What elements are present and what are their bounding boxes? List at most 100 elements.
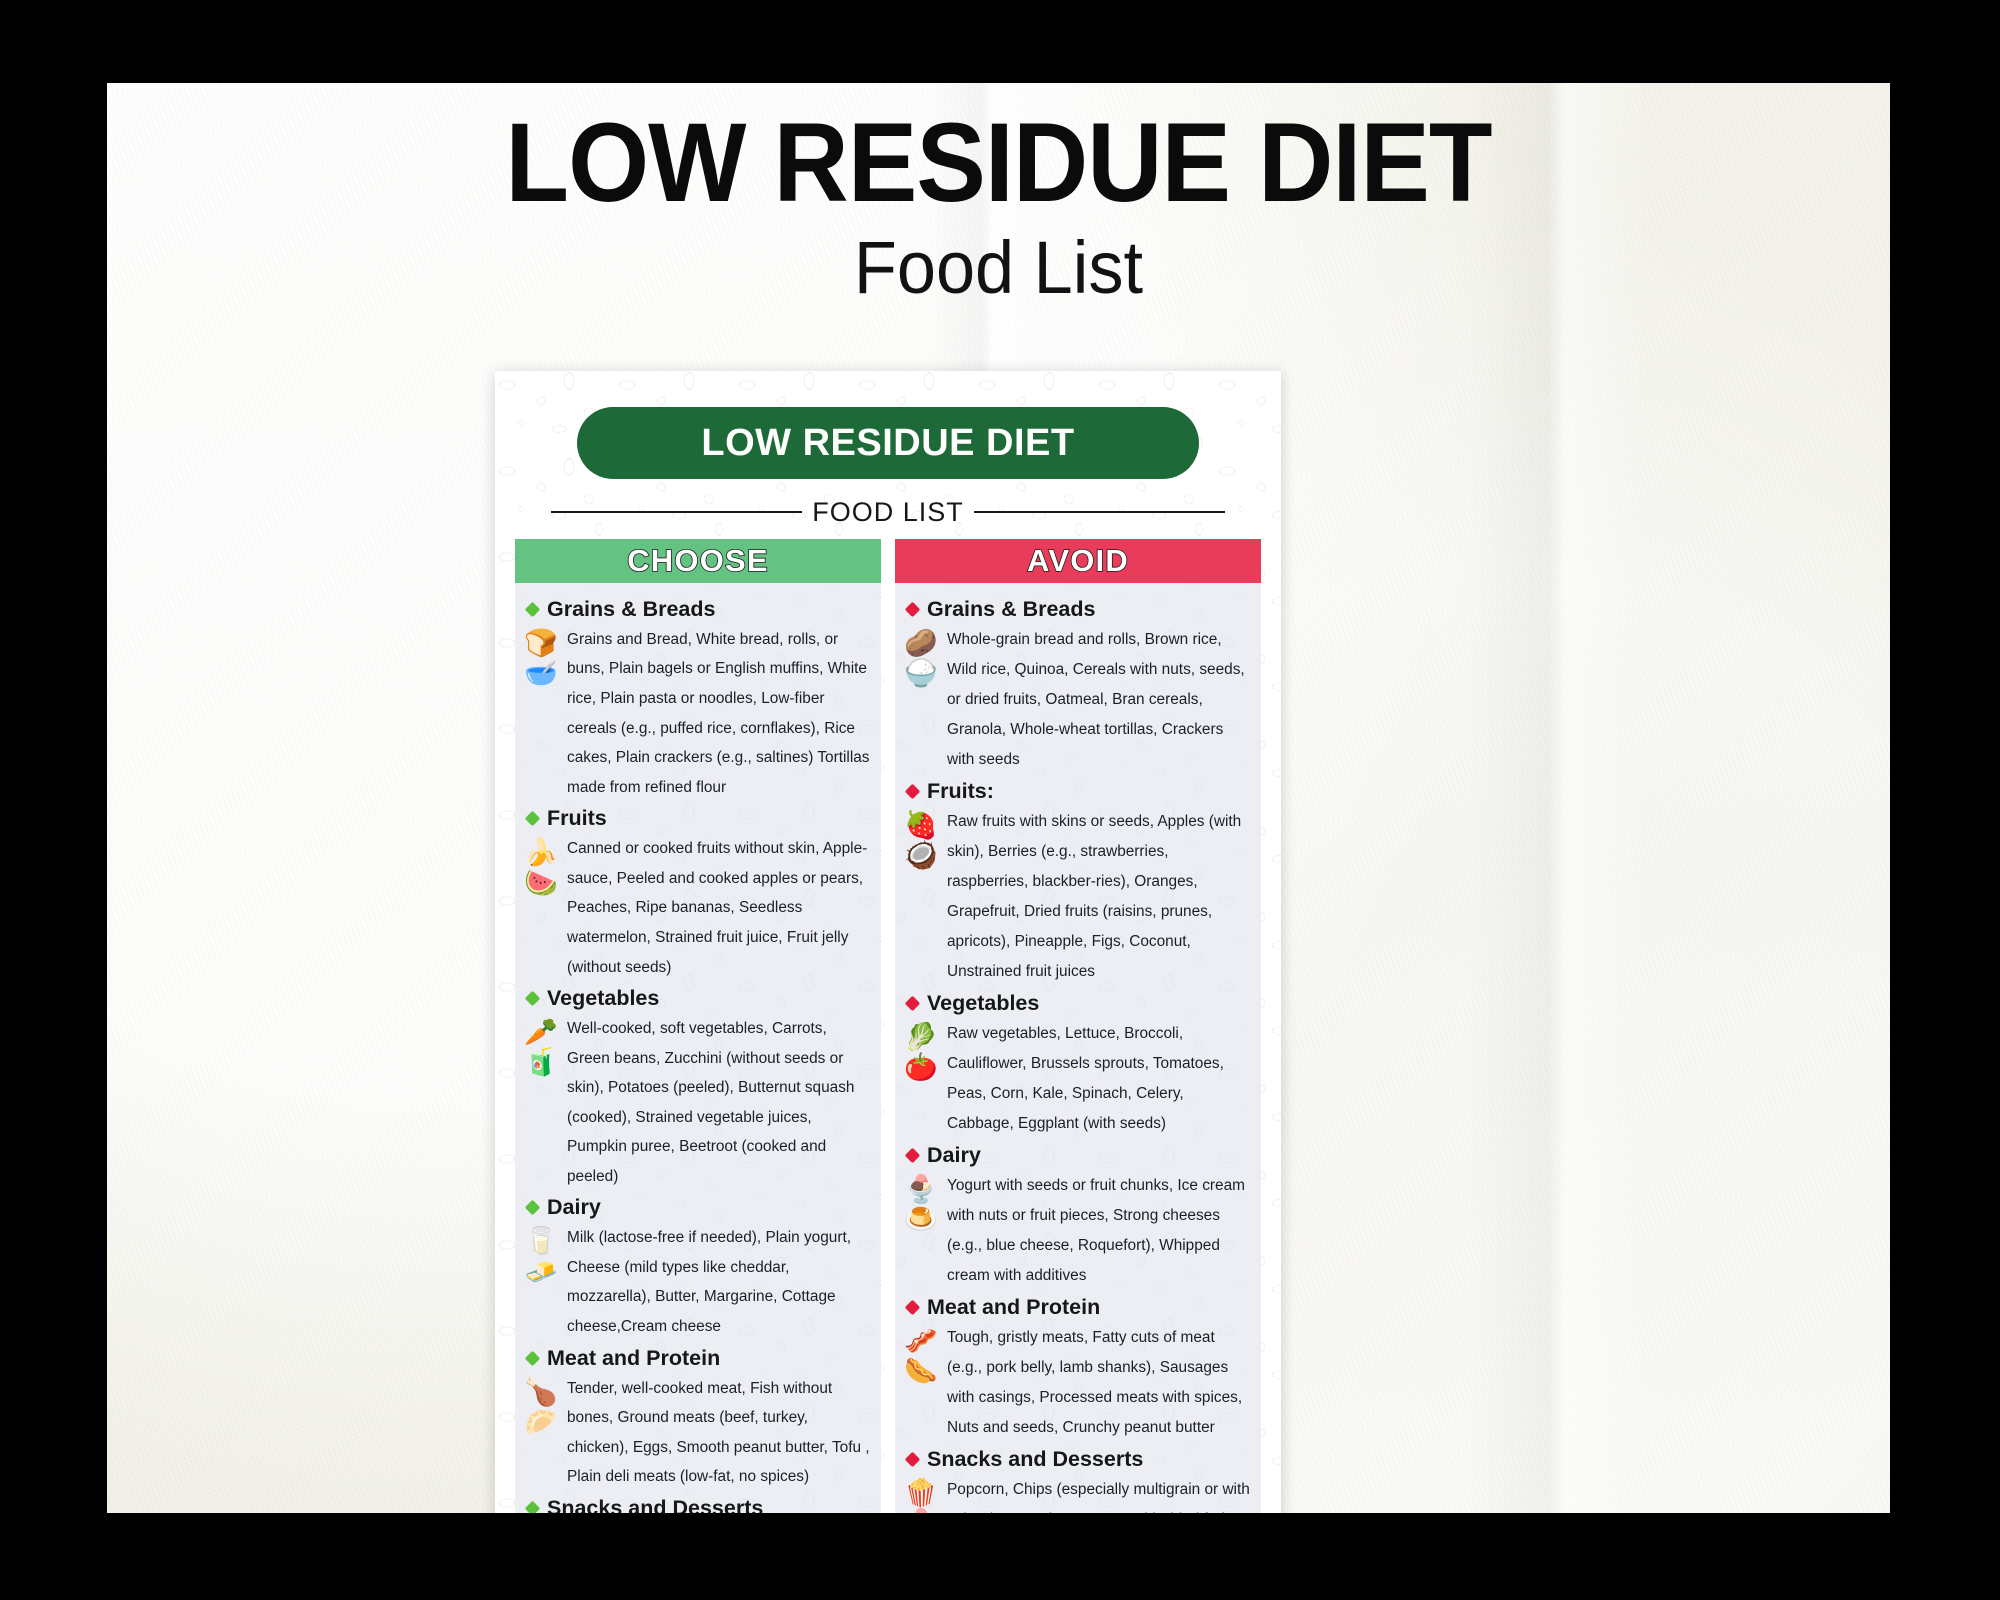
food-section-body: 🥬 🍅 Raw vegetables, Lettuce, Broccoli, Cau… xyxy=(901,1019,1251,1139)
food-emoji-icon: 🧃 xyxy=(524,1047,558,1078)
food-emoji-icon: 🍚 xyxy=(904,658,938,689)
food-emoji-icon: 🍉 xyxy=(524,867,558,898)
food-emoji-icon: 🍿 xyxy=(904,1477,938,1508)
column-header-avoid: AVOID xyxy=(895,539,1261,583)
food-icon-group: 🍞 🥣 xyxy=(521,625,561,688)
diamond-bullet-icon xyxy=(524,601,541,618)
food-list-divider: FOOD LIST xyxy=(551,496,1226,527)
divider-rule-left xyxy=(551,511,803,513)
food-section-text: Popcorn, Chips (especially multigrain or… xyxy=(947,1480,1250,1513)
food-icon-group: 🍿🍨 xyxy=(901,1475,941,1513)
food-emoji-icon: 🥛 xyxy=(524,1226,558,1257)
food-emoji-icon: 🍨 xyxy=(904,1173,938,1204)
diamond-bullet-icon xyxy=(524,1500,541,1513)
food-section-title: Vegetables xyxy=(524,985,871,1012)
food-section: Fruits 🍌 🍉 Canned or cooked fruits without … xyxy=(521,805,871,982)
poster-banner-label: LOW RESIDUE DIET xyxy=(701,421,1075,464)
diamond-bullet-icon xyxy=(904,1451,921,1468)
diamond-bullet-icon xyxy=(524,990,541,1007)
column-header-choose: CHOOSE xyxy=(515,539,881,583)
food-emoji-icon: 🍅 xyxy=(904,1052,938,1083)
food-emoji-icon: 🥟 xyxy=(524,1406,558,1437)
diamond-bullet-icon xyxy=(524,1200,541,1216)
food-section-body: 🥔 🍚 Whole-grain bread and rolls, Brown ric… xyxy=(901,625,1251,775)
food-emoji-icon: 🥥 xyxy=(904,840,938,871)
food-section-title: Fruits xyxy=(524,805,871,832)
food-emoji-icon: 🍗 xyxy=(524,1376,558,1407)
food-section-title-label: Snacks and Desserts xyxy=(927,1447,1144,1472)
food-section-body: 🍓 🥥 Raw fruits with skins or seeds, Apples… xyxy=(901,807,1251,987)
food-section-title-label: Meat and Protein xyxy=(927,1295,1101,1320)
food-section-title: Grains & Breads xyxy=(524,596,871,623)
food-emoji-icon: 🥕 xyxy=(524,1016,558,1047)
food-section-text: Grains and Bread, White bread, rolls, or… xyxy=(567,630,870,796)
food-section-body: 🍞 🥣 Grains and Bread, White bread, rolls, … xyxy=(521,625,871,802)
food-emoji-icon: 🧈 xyxy=(524,1256,558,1287)
food-section-text: Yogurt with seeds or fruit chunks, Ice c… xyxy=(947,1176,1245,1285)
food-section-title-label: Meat and Protein xyxy=(547,1345,721,1370)
divider-rule-right xyxy=(973,511,1226,513)
diamond-bullet-icon xyxy=(904,1147,921,1164)
diamond-bullet-icon xyxy=(904,783,921,800)
food-section: Grains & Breads 🥔 🍚 Whole-grain bread and r… xyxy=(901,596,1251,775)
food-section-text: Canned or cooked fruits without skin, Ap… xyxy=(567,840,868,976)
column-body-avoid: Grains & Breads 🥔 🍚 Whole-grain bread and r… xyxy=(895,583,1261,1513)
food-section: Snacks and Desserts 🍿🍨Popcorn, Chips (esp… xyxy=(901,1446,1251,1513)
paper-canvas: LOW RESIDUE DIET Food List LOW RESIDUE D… xyxy=(107,83,1890,1513)
food-emoji-icon: 🌭 xyxy=(904,1356,938,1387)
food-section: Dairy 🥛 🧈 Milk (lactose-free if needed), Pl… xyxy=(521,1194,871,1341)
food-emoji-icon: 🥣 xyxy=(524,658,558,689)
food-icon-group: 🍌 🍉 xyxy=(521,834,561,897)
food-section-title: Fruits: xyxy=(904,778,1251,805)
column-choose: CHOOSE Grains & Breads 🍞 🥣 Grains and Bread… xyxy=(515,539,881,1513)
food-section-title-label: Vegetables xyxy=(927,991,1040,1016)
food-icon-group: 🥛 🧈 xyxy=(521,1223,561,1286)
diamond-bullet-icon xyxy=(524,811,541,827)
food-section-title-label: Grains & Breads xyxy=(547,597,716,621)
food-section-title-label: Grains & Breads xyxy=(927,597,1096,621)
diamond-bullet-icon xyxy=(904,1299,921,1316)
food-icon-group: 🥕 🧃 xyxy=(521,1014,561,1077)
food-section-text: Tough, gristly meats, Fatty cuts of meat… xyxy=(947,1328,1243,1437)
food-columns: CHOOSE Grains & Breads 🍞 🥣 Grains and Bread… xyxy=(515,539,1261,1513)
food-section-body: 🥓 🌭 Tough, gristly meats, Fatty cuts of me… xyxy=(901,1323,1251,1443)
food-emoji-icon: 🥓 xyxy=(904,1325,938,1356)
food-section: Snacks and Desserts🍪🍰Plain cookies (with… xyxy=(521,1495,871,1513)
food-section-title: Dairy xyxy=(524,1194,871,1221)
food-section-title-label: Dairy xyxy=(927,1143,981,1168)
poster-banner: LOW RESIDUE DIET xyxy=(577,407,1199,479)
food-icon-group: 🥓 🌭 xyxy=(901,1323,941,1386)
page-subtitle: Food List xyxy=(853,226,1144,309)
food-section: Meat and Protein 🥓 🌭 Tough, gristly meats, … xyxy=(901,1294,1251,1443)
food-section-title-label: Fruits: xyxy=(927,779,994,804)
food-icon-group: 🥔 🍚 xyxy=(901,625,941,688)
food-section-body: 🥛 🧈 Milk (lactose-free if needed), Plain y… xyxy=(521,1223,871,1341)
food-section: Fruits: 🍓 🥥 Raw fruits with skins or seeds,… xyxy=(901,778,1251,987)
food-section-body: 🍨 🍮 Yogurt with seeds or fruit chunks, Ice… xyxy=(901,1171,1251,1291)
food-section: Meat and Protein 🍗 🥟 Tender, well-cooked me… xyxy=(521,1345,871,1492)
food-section-text: Well-cooked, soft vegetables, Carrots, G… xyxy=(567,1019,855,1185)
food-emoji-icon: 🍌 xyxy=(524,837,558,868)
column-body-choose: Grains & Breads 🍞 🥣 Grains and Bread, White… xyxy=(515,583,881,1513)
food-section: Vegetables 🥬 🍅 Raw vegetables, Lettuce, Bro… xyxy=(901,990,1251,1139)
food-section-title-label: Fruits xyxy=(547,806,607,831)
food-icon-group: 🍓 🥥 xyxy=(901,807,941,870)
food-section-title: Snacks and Desserts xyxy=(904,1446,1251,1473)
food-emoji-icon: 🍓 xyxy=(904,809,938,840)
food-section-title: Meat and Protein xyxy=(904,1294,1251,1321)
page-title: LOW RESIDUE DIET xyxy=(505,100,1492,225)
food-section-title: Dairy xyxy=(904,1142,1251,1169)
food-section-title: Snacks and Desserts xyxy=(524,1495,871,1513)
food-emoji-icon: 🍮 xyxy=(904,1204,938,1235)
divider-label: FOOD LIST xyxy=(812,496,964,527)
food-section: Grains & Breads 🍞 🥣 Grains and Bread, White… xyxy=(521,596,871,802)
food-section-body: 🍌 🍉 Canned or cooked fruits without skin, … xyxy=(521,834,871,982)
diamond-bullet-icon xyxy=(904,995,921,1012)
food-emoji-icon: 🥬 xyxy=(904,1021,938,1052)
food-emoji-icon: 🥔 xyxy=(904,627,938,658)
column-avoid: AVOID Grains & Breads 🥔 🍚 Whole-grain bread… xyxy=(895,539,1261,1513)
food-section-body: 🥕 🧃 Well-cooked, soft vegetables, Carrots,… xyxy=(521,1014,871,1191)
food-section-title: Meat and Protein xyxy=(524,1345,871,1372)
food-section-title-label: Dairy xyxy=(547,1195,601,1220)
